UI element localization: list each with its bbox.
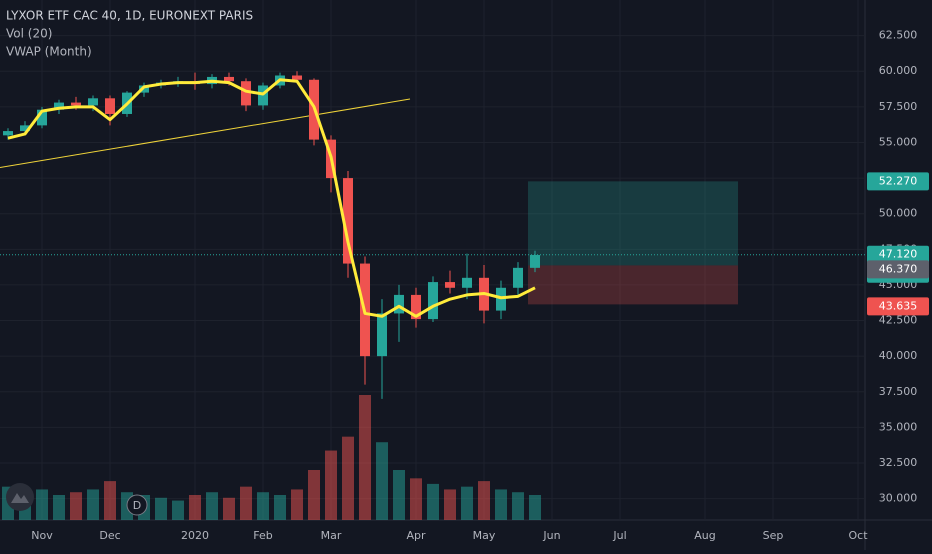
y-tick-label: 60.000 (879, 64, 918, 77)
volume-bar (512, 492, 524, 520)
volume-bar (359, 395, 371, 520)
volume-bar (87, 489, 99, 520)
volume-bar (495, 489, 507, 520)
volume-bar (461, 486, 473, 520)
candle-body (37, 109, 47, 126)
entry-label-bg (867, 260, 929, 279)
stop-label: 43.635 (879, 299, 918, 312)
target-zone (528, 181, 738, 266)
volume-bar (410, 478, 422, 520)
candle-body (513, 267, 523, 288)
y-tick-label: 42.500 (879, 314, 918, 327)
y-tick-label: 55.000 (879, 135, 918, 148)
volume-bar (325, 450, 337, 520)
x-tick-label: Aug (694, 529, 715, 542)
last-price-label-bg (867, 245, 929, 264)
x-tick-label: Mar (321, 529, 342, 542)
dividend-letter: D (133, 499, 141, 512)
last-price-label: 47.120 (879, 248, 918, 261)
y-tick-label: 62.500 (879, 29, 918, 42)
y-tick-label: 37.500 (879, 385, 918, 398)
y-tick-label: 30.000 (879, 492, 918, 505)
volume-bar (155, 497, 167, 520)
candle-body (88, 98, 98, 106)
volume-bar (427, 483, 439, 520)
candle-body (3, 131, 13, 136)
x-tick-label: Jun (542, 529, 560, 542)
y-tick-label: 32.500 (879, 456, 918, 469)
x-tick-label: Nov (31, 529, 53, 542)
y-tick-label: 57.500 (879, 100, 918, 113)
candle-body (411, 294, 421, 320)
indicator-label: Vol (20) (6, 27, 52, 41)
volume-bar (529, 495, 541, 520)
x-tick-label: Dec (99, 529, 120, 542)
x-tick-label: Apr (406, 529, 426, 542)
volume-bar (70, 492, 82, 520)
volume-bar (376, 442, 388, 520)
volume-bar (206, 492, 218, 520)
candle-body (241, 81, 251, 106)
volume-bar (308, 470, 320, 520)
logo[interactable] (6, 483, 34, 511)
target-label-bg (867, 172, 929, 191)
candle-body (224, 76, 234, 82)
volume-bar (342, 436, 354, 520)
volume-bar (274, 495, 286, 520)
candle-body (394, 294, 404, 314)
stop-zone (528, 265, 738, 305)
y-tick-label: 40.000 (879, 349, 918, 362)
vwap-line (7, 78, 536, 318)
x-tick-label: Sep (763, 529, 784, 542)
candle-body (530, 255, 540, 268)
stop-label-bg (867, 297, 929, 316)
y-tick-label: 50.000 (879, 207, 918, 220)
candle-body (343, 178, 353, 264)
logo-mark (11, 493, 29, 503)
volume-bar (53, 495, 65, 520)
volume-bar (393, 470, 405, 520)
trendline (0, 98, 411, 169)
candle-body (292, 75, 302, 80)
volume-bar (104, 481, 116, 520)
plot (0, 0, 865, 520)
volume-bar (444, 489, 456, 520)
volume-bar (189, 495, 201, 520)
x-tick-label: May (473, 529, 496, 542)
candle-body (428, 282, 438, 320)
x-tick-label: Jul (612, 529, 626, 542)
indicator-label: VWAP (Month) (6, 45, 92, 59)
x-tick-label: 2020 (181, 529, 209, 542)
volume-bar (36, 489, 48, 520)
candle-body (105, 98, 115, 114)
target-label: 52.270 (879, 174, 918, 187)
x-tick-label: Feb (253, 529, 272, 542)
entry-label: 46.370 (879, 262, 918, 275)
candle-body (20, 125, 30, 132)
candle-body (54, 102, 64, 110)
chart-title: LYXOR ETF CAC 40, 1D, EURONEXT PARIS (6, 9, 253, 23)
dividend-icon[interactable] (126, 494, 148, 516)
volume-bar (240, 486, 252, 520)
volume-bar (223, 497, 235, 520)
candle-body (139, 85, 149, 93)
volume-bar (257, 492, 269, 520)
candle-body (71, 102, 81, 106)
candle-body (462, 277, 472, 288)
candle-body (445, 282, 455, 288)
volume-bar (291, 489, 303, 520)
candle-body (377, 313, 387, 357)
y-tick-label: 35.000 (879, 420, 918, 433)
volume-bar (172, 500, 184, 520)
volume-bar (478, 481, 490, 520)
x-tick-label: Oct (848, 529, 868, 542)
